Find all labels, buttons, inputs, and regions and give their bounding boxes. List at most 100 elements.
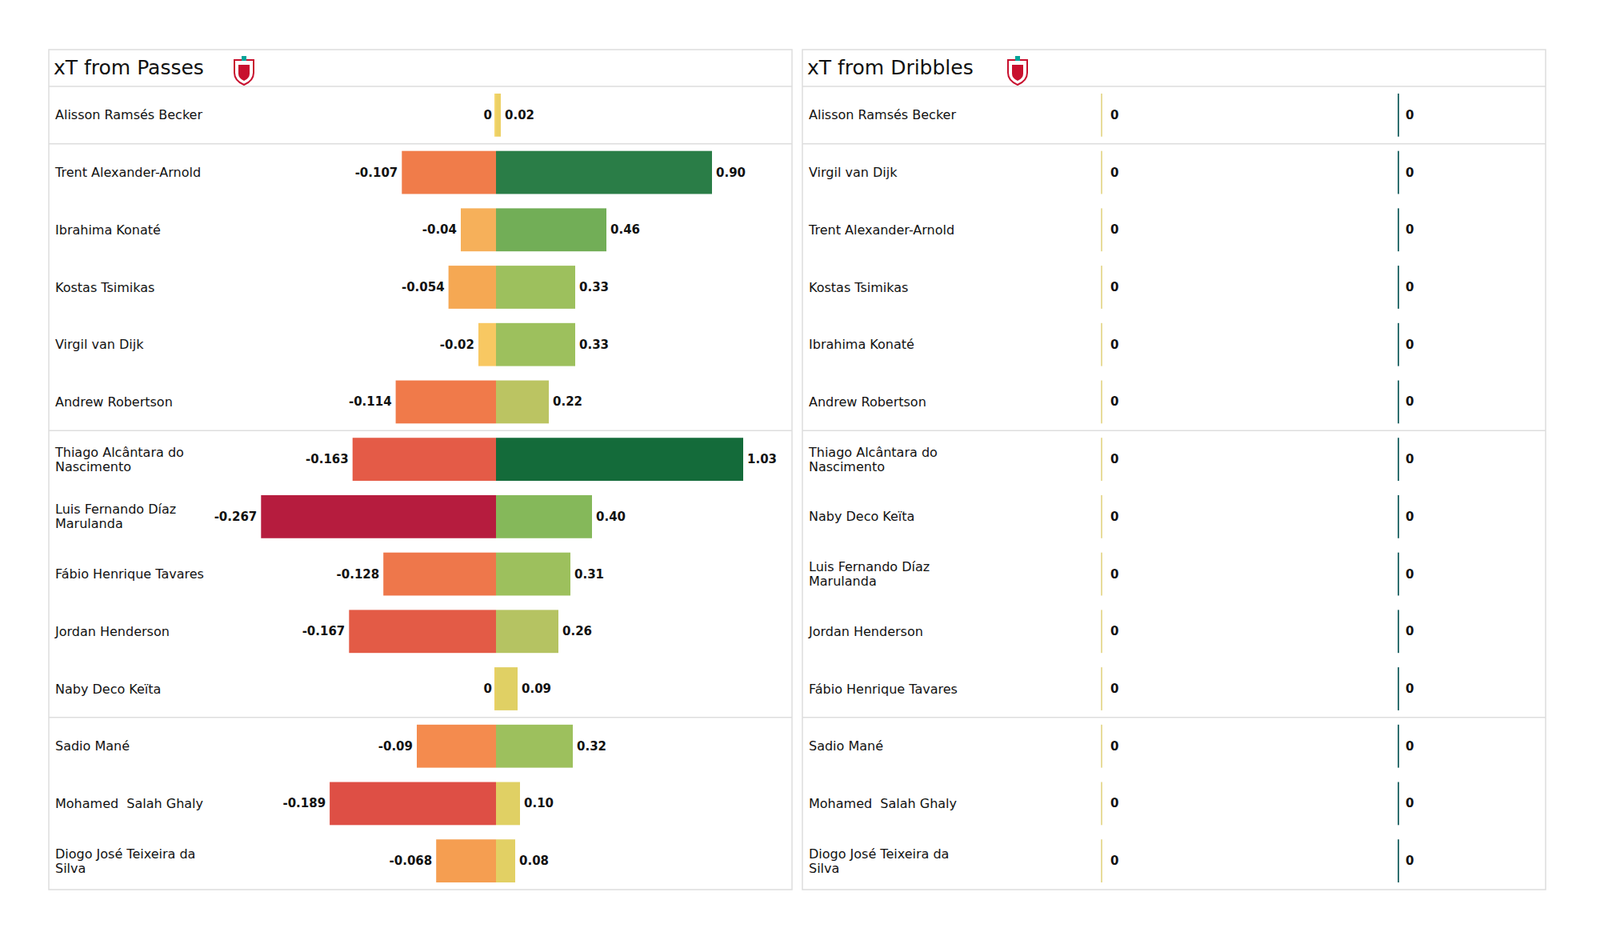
category-label-line: Jordan Henderson — [808, 624, 924, 640]
bar — [460, 208, 496, 252]
bar — [1397, 724, 1400, 768]
bar — [1397, 437, 1400, 481]
bar — [496, 495, 592, 539]
category-label: Virgil van Dijk — [55, 336, 144, 352]
bar — [496, 782, 520, 826]
title: xT from Dribbles — [807, 56, 974, 80]
data-label: 0 — [1405, 853, 1414, 868]
marks — [260, 93, 744, 883]
data-label: 0.08 — [519, 853, 549, 868]
bar — [416, 724, 496, 768]
category-label-line: Alisson Ramsés Becker — [808, 107, 956, 123]
bar — [1397, 552, 1400, 596]
data-label: 0.09 — [521, 681, 552, 696]
bar — [1397, 208, 1400, 252]
data-label: -0.054 — [401, 280, 445, 295]
bar — [1100, 667, 1103, 711]
bar — [1100, 380, 1103, 424]
data-label: 0 — [484, 681, 492, 696]
bar — [436, 839, 496, 883]
bar — [1100, 782, 1103, 826]
page: {"chart_data": [ {"type": "bar", "title"… — [0, 0, 1600, 940]
club-logo — [234, 56, 254, 85]
category-label-line: Jordan Henderson — [54, 624, 170, 640]
data-label: -0.163 — [305, 452, 349, 467]
group-separator — [48, 716, 792, 719]
data-label: 0 — [1110, 280, 1119, 295]
category-label: Mohamed Salah Ghaly — [808, 796, 957, 812]
bar — [1100, 437, 1103, 481]
category-label-line: Mohamed Salah Ghaly — [808, 796, 957, 812]
category-label: Luis Fernando DíazMarulanda — [808, 559, 930, 589]
data-label: 0 — [1405, 624, 1414, 639]
bar — [1100, 609, 1103, 653]
category-label: Andrew Robertson — [55, 394, 173, 410]
category-label-line: Marulanda — [808, 573, 877, 589]
bar — [1397, 151, 1400, 195]
category-label-line: Ibrahima Konaté — [808, 336, 915, 352]
category-label-line: Silva — [808, 860, 840, 876]
data-label: -0.068 — [389, 853, 433, 868]
category-label: Naby Deco Keïta — [808, 508, 915, 524]
category-label: Fábio Henrique Tavares — [55, 566, 204, 582]
data-label: 1.03 — [747, 452, 777, 467]
data-label: 0 — [1110, 509, 1119, 524]
category-label: Luis Fernando DíazMarulanda — [55, 501, 176, 532]
data-label: 0 — [1110, 222, 1119, 237]
data-label: 0 — [1110, 796, 1119, 811]
category-label: Diogo José Teixeira daSilva — [55, 846, 196, 876]
data-label: -0.04 — [422, 222, 457, 237]
logo-flame — [1015, 56, 1020, 61]
logo-inner — [238, 64, 250, 81]
group-separator — [48, 143, 792, 145]
logo-inner — [1012, 64, 1024, 81]
category-label-line: Fábio Henrique Tavares — [55, 566, 204, 582]
category-label: Andrew Robertson — [808, 394, 927, 410]
bar — [260, 495, 496, 539]
category-label-line: Mohamed Salah Ghaly — [55, 796, 204, 812]
data-label: 0 — [1110, 337, 1119, 352]
bar — [1397, 93, 1400, 137]
data-label: -0.267 — [214, 509, 258, 524]
bar — [496, 208, 607, 252]
bar — [329, 782, 496, 826]
bar — [348, 609, 496, 653]
data-label: 0 — [1405, 280, 1414, 295]
bar — [448, 265, 496, 309]
category-label-line: Kostas Tsimikas — [55, 280, 155, 296]
category-label-line: Andrew Robertson — [808, 394, 927, 410]
bar — [1397, 265, 1400, 309]
bar — [1397, 667, 1400, 711]
data-label: -0.107 — [355, 165, 399, 180]
data-label: 0 — [1405, 509, 1414, 524]
bar — [383, 552, 496, 596]
bar — [396, 380, 496, 424]
data-label: 0.31 — [574, 567, 604, 582]
category-label: Naby Deco Keïta — [55, 681, 161, 697]
bar — [478, 323, 496, 367]
bar — [1397, 323, 1400, 367]
data-label: 0 — [1110, 739, 1119, 754]
category-label: Jordan Henderson — [808, 624, 924, 640]
data-label: 0.33 — [579, 280, 609, 295]
bar — [496, 839, 516, 883]
marks — [1100, 93, 1400, 883]
bar — [496, 724, 573, 768]
group-separator — [802, 143, 1546, 145]
bar — [1397, 609, 1400, 653]
category-label: Virgil van Dijk — [808, 164, 898, 180]
category-label: Ibrahima Konaté — [55, 222, 161, 238]
category-label: Trent Alexander-Arnold — [808, 222, 955, 238]
data-labels: 0-0.107-0.04-0.054-0.02-0.114-0.163-0.26… — [214, 108, 777, 868]
bar — [352, 437, 496, 481]
data-label: -0.128 — [336, 567, 380, 582]
category-label: Kostas Tsimikas — [55, 280, 155, 296]
data-label: 0.46 — [610, 222, 640, 237]
category-label-line: Thiago Alcântara do — [808, 444, 938, 460]
bar — [1100, 151, 1103, 195]
category-label-line: Thiago Alcântara do — [54, 444, 184, 460]
bar — [494, 667, 496, 711]
category-label-line: Naby Deco Keïta — [808, 508, 915, 524]
data-label: 0.02 — [504, 108, 535, 123]
category-label-line: Kostas Tsimikas — [808, 280, 908, 296]
